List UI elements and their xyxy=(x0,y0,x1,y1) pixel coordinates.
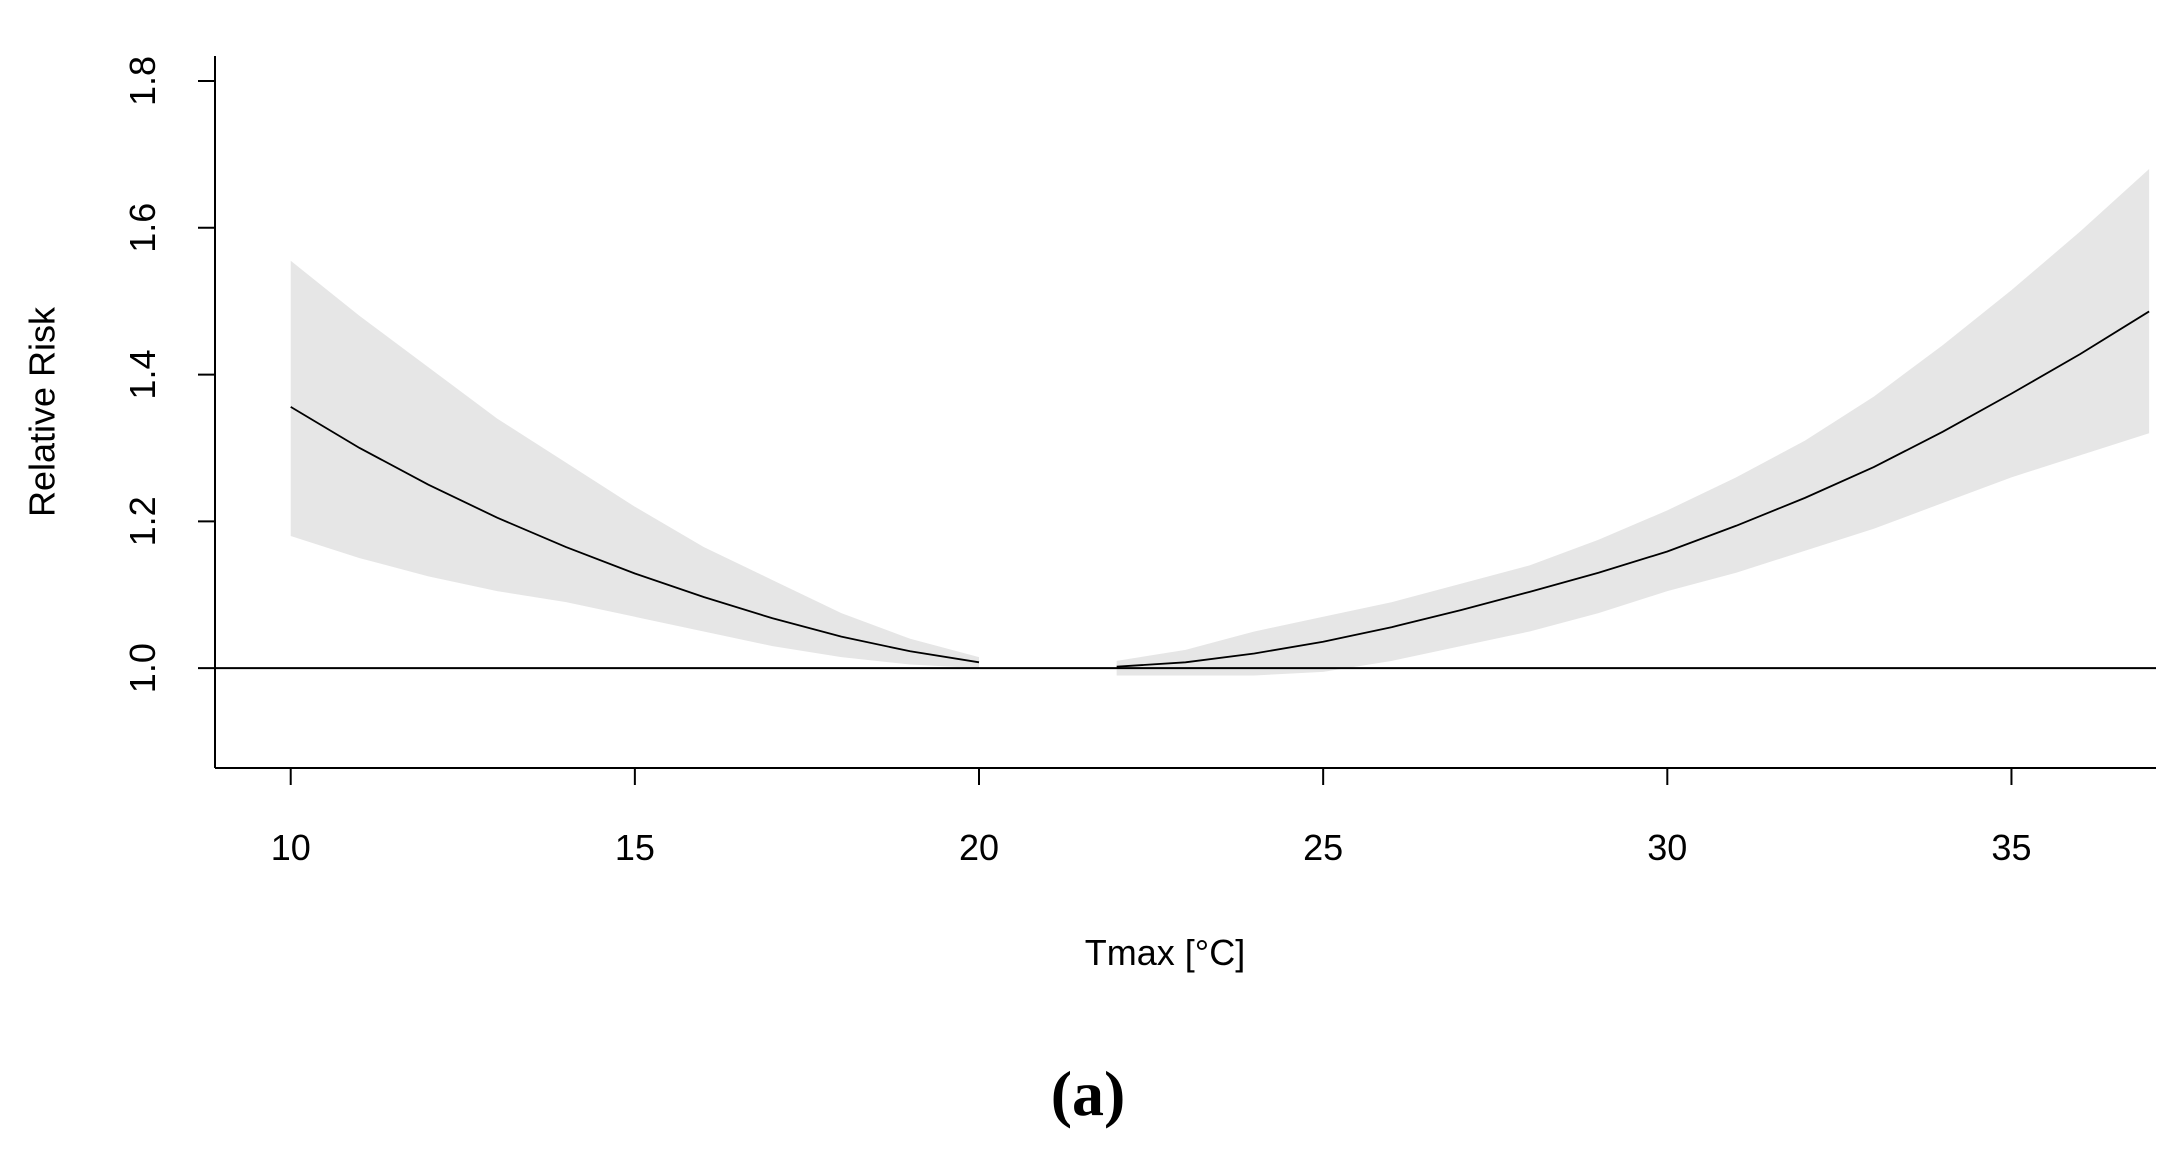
y-tick-label: 1.4 xyxy=(122,350,163,400)
x-tick-label: 35 xyxy=(1991,827,2031,868)
x-axis-label: Tmax [°C] xyxy=(1085,932,1245,973)
confidence-band xyxy=(290,169,2150,676)
y-tick-label: 1.2 xyxy=(122,496,163,546)
line xyxy=(290,310,2150,668)
y-tick-label: 1.6 xyxy=(122,203,163,253)
x-tick-label: 25 xyxy=(1303,827,1343,868)
x-tick-label: 20 xyxy=(959,827,999,868)
x-tick-label: 30 xyxy=(1647,827,1687,868)
y-axis-label: Relative Risk xyxy=(22,306,63,517)
x-tick-label: 10 xyxy=(271,827,311,868)
caption: (a) xyxy=(1051,1058,1126,1129)
y-tick-label: 1.0 xyxy=(122,643,163,693)
x-tick-label: 15 xyxy=(615,827,655,868)
y-tick-label: 1.8 xyxy=(122,56,163,106)
